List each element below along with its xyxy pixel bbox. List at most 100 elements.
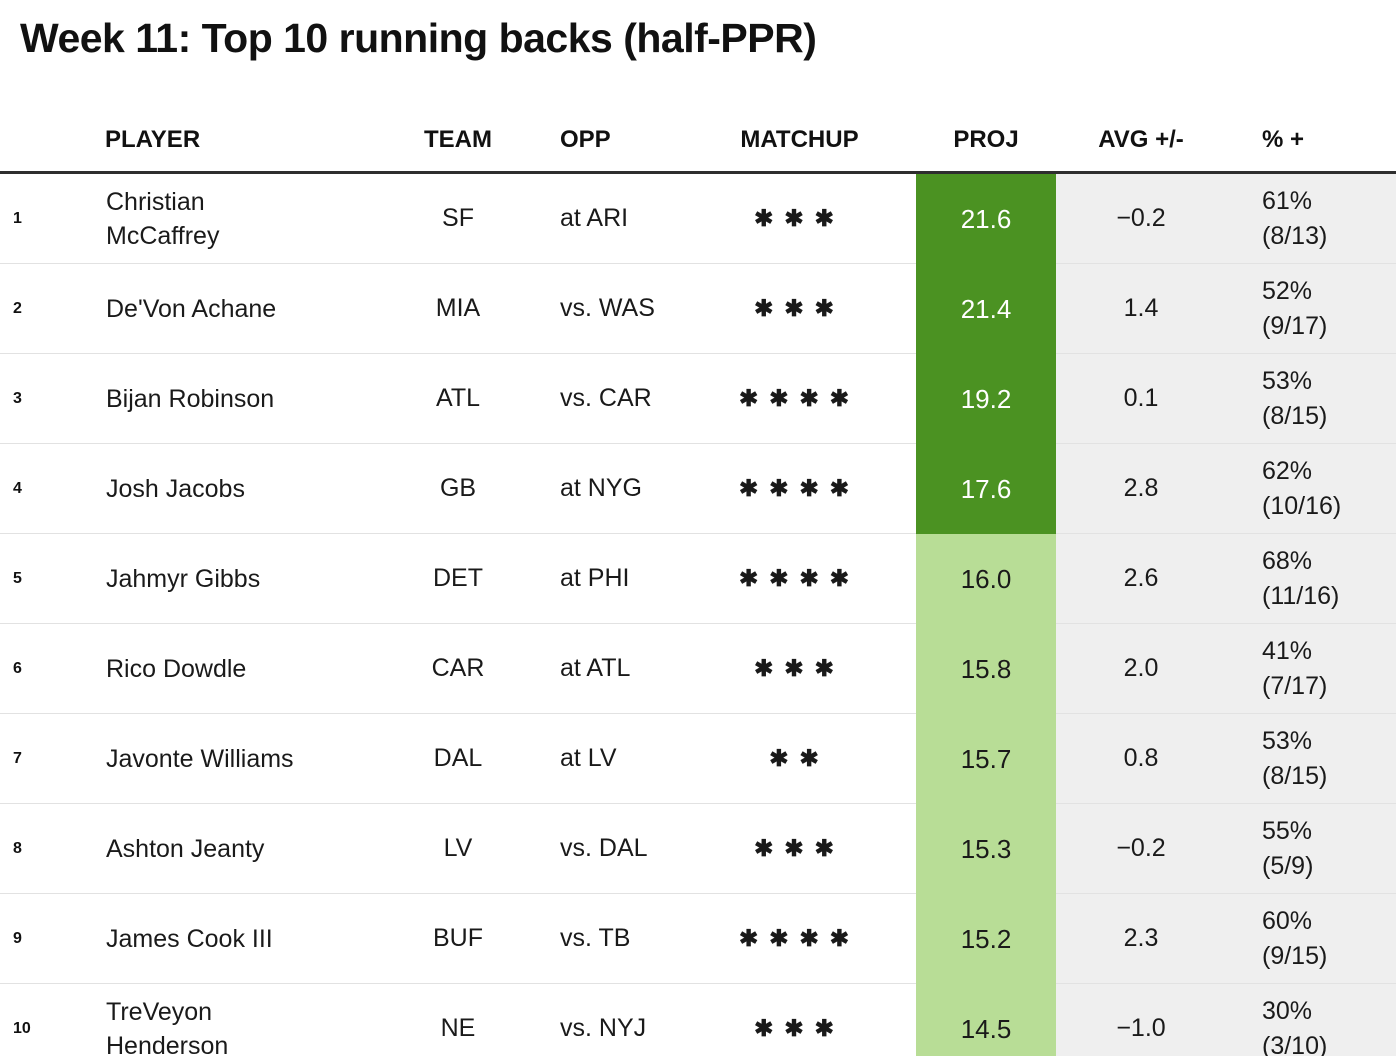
opponent-label: at PHI <box>560 564 630 592</box>
proj-cell: 19.2 <box>916 354 1056 444</box>
rank-cell: 6 <box>0 624 105 714</box>
rank-cell: 2 <box>0 264 105 354</box>
player-name: Javonte Williams <box>106 744 294 773</box>
rank-label: 6 <box>13 659 22 677</box>
player-cell: Bijan Robinson <box>105 354 383 444</box>
table-row: 3 Bijan Robinson ATL vs. CAR ✱✱✱✱ 19.2 0… <box>0 354 1396 444</box>
matchup-stars-icon: ✱✱✱ <box>754 205 845 231</box>
avg-cell: −0.2 <box>1056 174 1226 264</box>
avg-cell: −1.0 <box>1056 984 1226 1056</box>
rank-label: 9 <box>13 929 22 947</box>
opp-cell: at ARI <box>533 174 683 264</box>
col-header-player: PLAYER <box>105 62 383 174</box>
rank-cell: 10 <box>0 984 105 1056</box>
opp-cell: vs. NYJ <box>533 984 683 1056</box>
table-row: 9 James Cook III BUF vs. TB ✱✱✱✱ 15.2 2.… <box>0 894 1396 984</box>
avg-diff-value: 0.8 <box>1123 744 1159 772</box>
player-cell: Josh Jacobs <box>105 444 383 534</box>
team-cell: NE <box>383 984 533 1056</box>
proj-cell: 15.2 <box>916 894 1056 984</box>
rank-cell: 9 <box>0 894 105 984</box>
team-cell: CAR <box>383 624 533 714</box>
avg-diff-value: 1.4 <box>1123 294 1159 322</box>
rank-label: 3 <box>13 389 22 407</box>
matchup-cell: ✱✱✱ <box>683 174 916 264</box>
player-name: Bijan Robinson <box>106 384 275 413</box>
matchup-cell: ✱✱✱ <box>683 804 916 894</box>
pct-detail: (10/16) <box>1262 491 1342 520</box>
avg-diff-value: 2.3 <box>1123 924 1159 952</box>
player-name: De'Von Achane <box>106 294 277 323</box>
opponent-label: vs. WAS <box>560 294 655 322</box>
player-cell: Ashton Jeanty <box>105 804 383 894</box>
matchup-stars-icon: ✱✱✱✱ <box>738 475 861 501</box>
projection-value: 16.0 <box>960 563 1012 594</box>
table-row: 6 Rico Dowdle CAR at ATL ✱✱✱ 15.8 2.0 41… <box>0 624 1396 714</box>
rank-cell: 3 <box>0 354 105 444</box>
matchup-stars-icon: ✱✱✱ <box>754 295 845 321</box>
player-name: TreVeyon Henderson <box>106 997 229 1056</box>
player-name: Jahmyr Gibbs <box>106 564 261 593</box>
pct-cell: 61% (8/13) <box>1226 174 1396 264</box>
team-label: SF <box>442 204 474 232</box>
matchup-cell: ✱✱✱✱ <box>683 534 916 624</box>
projection-value: 15.8 <box>960 653 1012 684</box>
projection-value: 14.5 <box>960 1013 1012 1044</box>
team-label: NE <box>440 1014 476 1042</box>
team-label: MIA <box>435 294 481 322</box>
pct-value: 55% <box>1262 816 1313 845</box>
pct-cell: 68% (11/16) <box>1226 534 1396 624</box>
col-header-proj: PROJ <box>916 62 1056 174</box>
matchup-stars-icon: ✱✱✱ <box>754 655 845 681</box>
avg-diff-value: 2.0 <box>1123 654 1159 682</box>
col-header-rank <box>0 62 105 174</box>
pct-detail: (3/10) <box>1262 1031 1328 1056</box>
matchup-stars-icon: ✱✱✱✱ <box>738 925 861 951</box>
pct-detail: (8/13) <box>1262 221 1328 250</box>
opp-cell: vs. DAL <box>533 804 683 894</box>
avg-diff-value: 0.1 <box>1123 384 1159 412</box>
rank-label: 2 <box>13 299 22 317</box>
pct-value: 53% <box>1262 726 1313 755</box>
matchup-cell: ✱✱✱ <box>683 624 916 714</box>
projection-value: 21.6 <box>960 203 1012 234</box>
player-cell: Rico Dowdle <box>105 624 383 714</box>
matchup-cell: ✱✱✱✱ <box>683 354 916 444</box>
table-row: 1 Christian McCaffrey SF at ARI ✱✱✱ 21.6… <box>0 174 1396 264</box>
proj-cell: 21.4 <box>916 264 1056 354</box>
pct-detail: (9/15) <box>1262 941 1328 970</box>
pct-detail: (5/9) <box>1262 851 1314 880</box>
projection-value: 15.3 <box>960 833 1012 864</box>
avg-cell: 1.4 <box>1056 264 1226 354</box>
opponent-label: vs. TB <box>560 924 631 952</box>
rank-label: 5 <box>13 569 22 587</box>
table-row: 8 Ashton Jeanty LV vs. DAL ✱✱✱ 15.3 −0.2… <box>0 804 1396 894</box>
col-header-opp: OPP <box>533 62 683 174</box>
team-label: DAL <box>433 744 483 772</box>
rank-cell: 4 <box>0 444 105 534</box>
opp-cell: vs. WAS <box>533 264 683 354</box>
rank-label: 4 <box>13 479 22 497</box>
rank-label: 7 <box>13 749 22 767</box>
opp-cell: vs. TB <box>533 894 683 984</box>
opp-cell: at ATL <box>533 624 683 714</box>
pct-value: 62% <box>1262 456 1313 485</box>
pct-value: 68% <box>1262 546 1313 575</box>
table-row: 4 Josh Jacobs GB at NYG ✱✱✱✱ 17.6 2.8 62… <box>0 444 1396 534</box>
pct-cell: 53% (8/15) <box>1226 714 1396 804</box>
table-row: 7 Javonte Williams DAL at LV ✱✱ 15.7 0.8… <box>0 714 1396 804</box>
matchup-cell: ✱✱✱ <box>683 984 916 1056</box>
pct-detail: (8/15) <box>1262 761 1328 790</box>
team-cell: GB <box>383 444 533 534</box>
matchup-stars-icon: ✱✱ <box>769 745 830 771</box>
proj-cell: 16.0 <box>916 534 1056 624</box>
avg-cell: 2.3 <box>1056 894 1226 984</box>
avg-diff-value: −0.2 <box>1116 834 1166 862</box>
rank-cell: 8 <box>0 804 105 894</box>
avg-diff-value: 2.6 <box>1123 564 1159 592</box>
player-name: Ashton Jeanty <box>106 834 265 863</box>
rank-label: 8 <box>13 839 22 857</box>
team-cell: LV <box>383 804 533 894</box>
pct-cell: 62% (10/16) <box>1226 444 1396 534</box>
avg-cell: −0.2 <box>1056 804 1226 894</box>
